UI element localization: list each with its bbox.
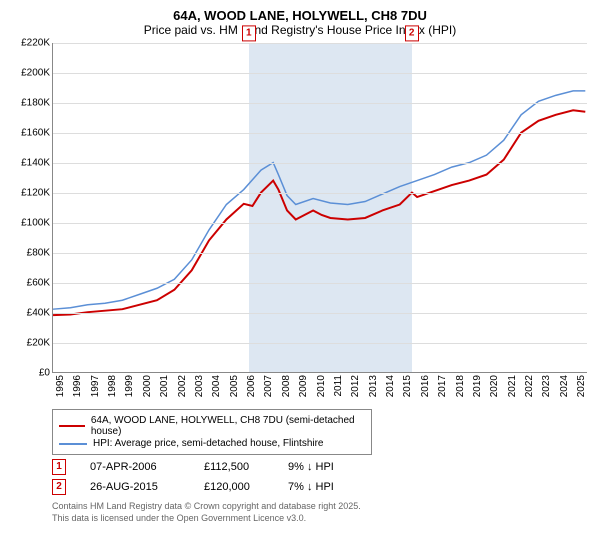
x-tick-label: 2013 [368,375,379,397]
legend-swatch-red [59,425,85,427]
x-tick-label: 2006 [246,375,257,397]
x-tick-label: 2008 [281,375,292,397]
gridline [53,103,587,104]
chart-marker: 1 [242,25,256,41]
x-tick-label: 2018 [455,375,466,397]
legend-swatch-blue [59,443,87,445]
x-tick-label: 1998 [107,375,118,397]
sale-price: £120,000 [204,481,264,493]
x-tick-label: 1999 [124,375,135,397]
y-tick-label: £120K [21,188,50,199]
y-tick-label: £60K [27,278,50,289]
x-tick-label: 2023 [541,375,552,397]
legend-item-blue: HPI: Average price, semi-detached house,… [59,438,365,449]
sales-list: 1 07-APR-2006 £112,500 9% ↓ HPI 2 26-AUG-2015… [10,459,590,495]
sale-row: 2 26-AUG-2015 £120,000 7% ↓ HPI [52,479,590,495]
sale-delta: 9% ↓ HPI [288,461,368,473]
plot-area: 12 [52,43,587,373]
sale-delta: 7% ↓ HPI [288,481,368,493]
y-tick-label: £220K [21,38,50,49]
y-tick-label: £40K [27,308,50,319]
title-block: 64A, WOOD LANE, HOLYWELL, CH8 7DU Price … [10,8,590,37]
x-tick-label: 2012 [350,375,361,397]
gridline [53,193,587,194]
x-tick-label: 2025 [576,375,587,397]
gridline [53,43,587,44]
chart-area: £0 £20K £40K £60K £80K £100K £120K £140K £160K £1… [10,43,590,403]
chart-lines [53,43,587,372]
gridline [53,133,587,134]
title-subtitle: Price paid vs. HM Land Registry's House … [10,23,590,37]
gridline [53,163,587,164]
x-tick-label: 2002 [177,375,188,397]
series-line-blue [53,91,585,309]
legend-label-red: 64A, WOOD LANE, HOLYWELL, CH8 7DU (semi-… [91,415,365,437]
x-axis: 1995 1996 1997 1998 1999 2000 2001 2002 2003 2004… [52,375,587,403]
gridline [53,253,587,254]
gridline [53,283,587,284]
y-tick-label: £80K [27,248,50,259]
y-tick-label: £0 [39,368,50,379]
sale-row: 1 07-APR-2006 £112,500 9% ↓ HPI [52,459,590,475]
x-tick-label: 2004 [211,375,222,397]
y-tick-label: £200K [21,68,50,79]
x-tick-label: 2017 [437,375,448,397]
x-tick-label: 2020 [489,375,500,397]
x-tick-label: 2001 [159,375,170,397]
legend-label-blue: HPI: Average price, semi-detached house,… [93,438,324,449]
y-axis: £0£20K£40K£60K£80K£100K£120K£140K£160K£1… [10,43,52,373]
legend-item-red: 64A, WOOD LANE, HOLYWELL, CH8 7DU (semi-… [59,415,365,437]
chart-marker: 2 [405,25,419,41]
title-address: 64A, WOOD LANE, HOLYWELL, CH8 7DU [10,8,590,23]
footer-attribution: Contains HM Land Registry data © Crown c… [52,501,590,524]
x-tick-label: 2019 [472,375,483,397]
x-tick-label: 2024 [559,375,570,397]
x-tick-label: 2021 [507,375,518,397]
x-tick-label: 2016 [420,375,431,397]
sale-date: 26-AUG-2015 [90,481,180,493]
gridline [53,223,587,224]
sale-marker: 2 [52,479,66,495]
x-tick-label: 2007 [263,375,274,397]
y-tick-label: £160K [21,128,50,139]
x-tick-label: 2015 [402,375,413,397]
x-tick-label: 2000 [142,375,153,397]
x-tick-label: 2009 [298,375,309,397]
y-tick-label: £140K [21,158,50,169]
gridline [53,73,587,74]
x-tick-label: 2014 [385,375,396,397]
y-tick-label: £180K [21,98,50,109]
x-tick-label: 2010 [316,375,327,397]
footer-line1: Contains HM Land Registry data © Crown c… [52,501,590,513]
x-tick-label: 2022 [524,375,535,397]
y-tick-label: £100K [21,218,50,229]
x-tick-label: 1996 [72,375,83,397]
chart-container: 64A, WOOD LANE, HOLYWELL, CH8 7DU Price … [0,0,600,560]
sale-price: £112,500 [204,461,264,473]
x-tick-label: 2005 [229,375,240,397]
x-tick-label: 1995 [55,375,66,397]
x-tick-label: 2011 [333,375,344,397]
gridline [53,313,587,314]
sale-marker: 1 [52,459,66,475]
series-line-red [53,110,585,315]
gridline [53,343,587,344]
footer-line2: This data is licensed under the Open Gov… [52,513,590,525]
x-tick-label: 1997 [90,375,101,397]
x-tick-label: 2003 [194,375,205,397]
y-tick-label: £20K [27,338,50,349]
sale-date: 07-APR-2006 [90,461,180,473]
legend-box: 64A, WOOD LANE, HOLYWELL, CH8 7DU (semi-… [52,409,372,455]
